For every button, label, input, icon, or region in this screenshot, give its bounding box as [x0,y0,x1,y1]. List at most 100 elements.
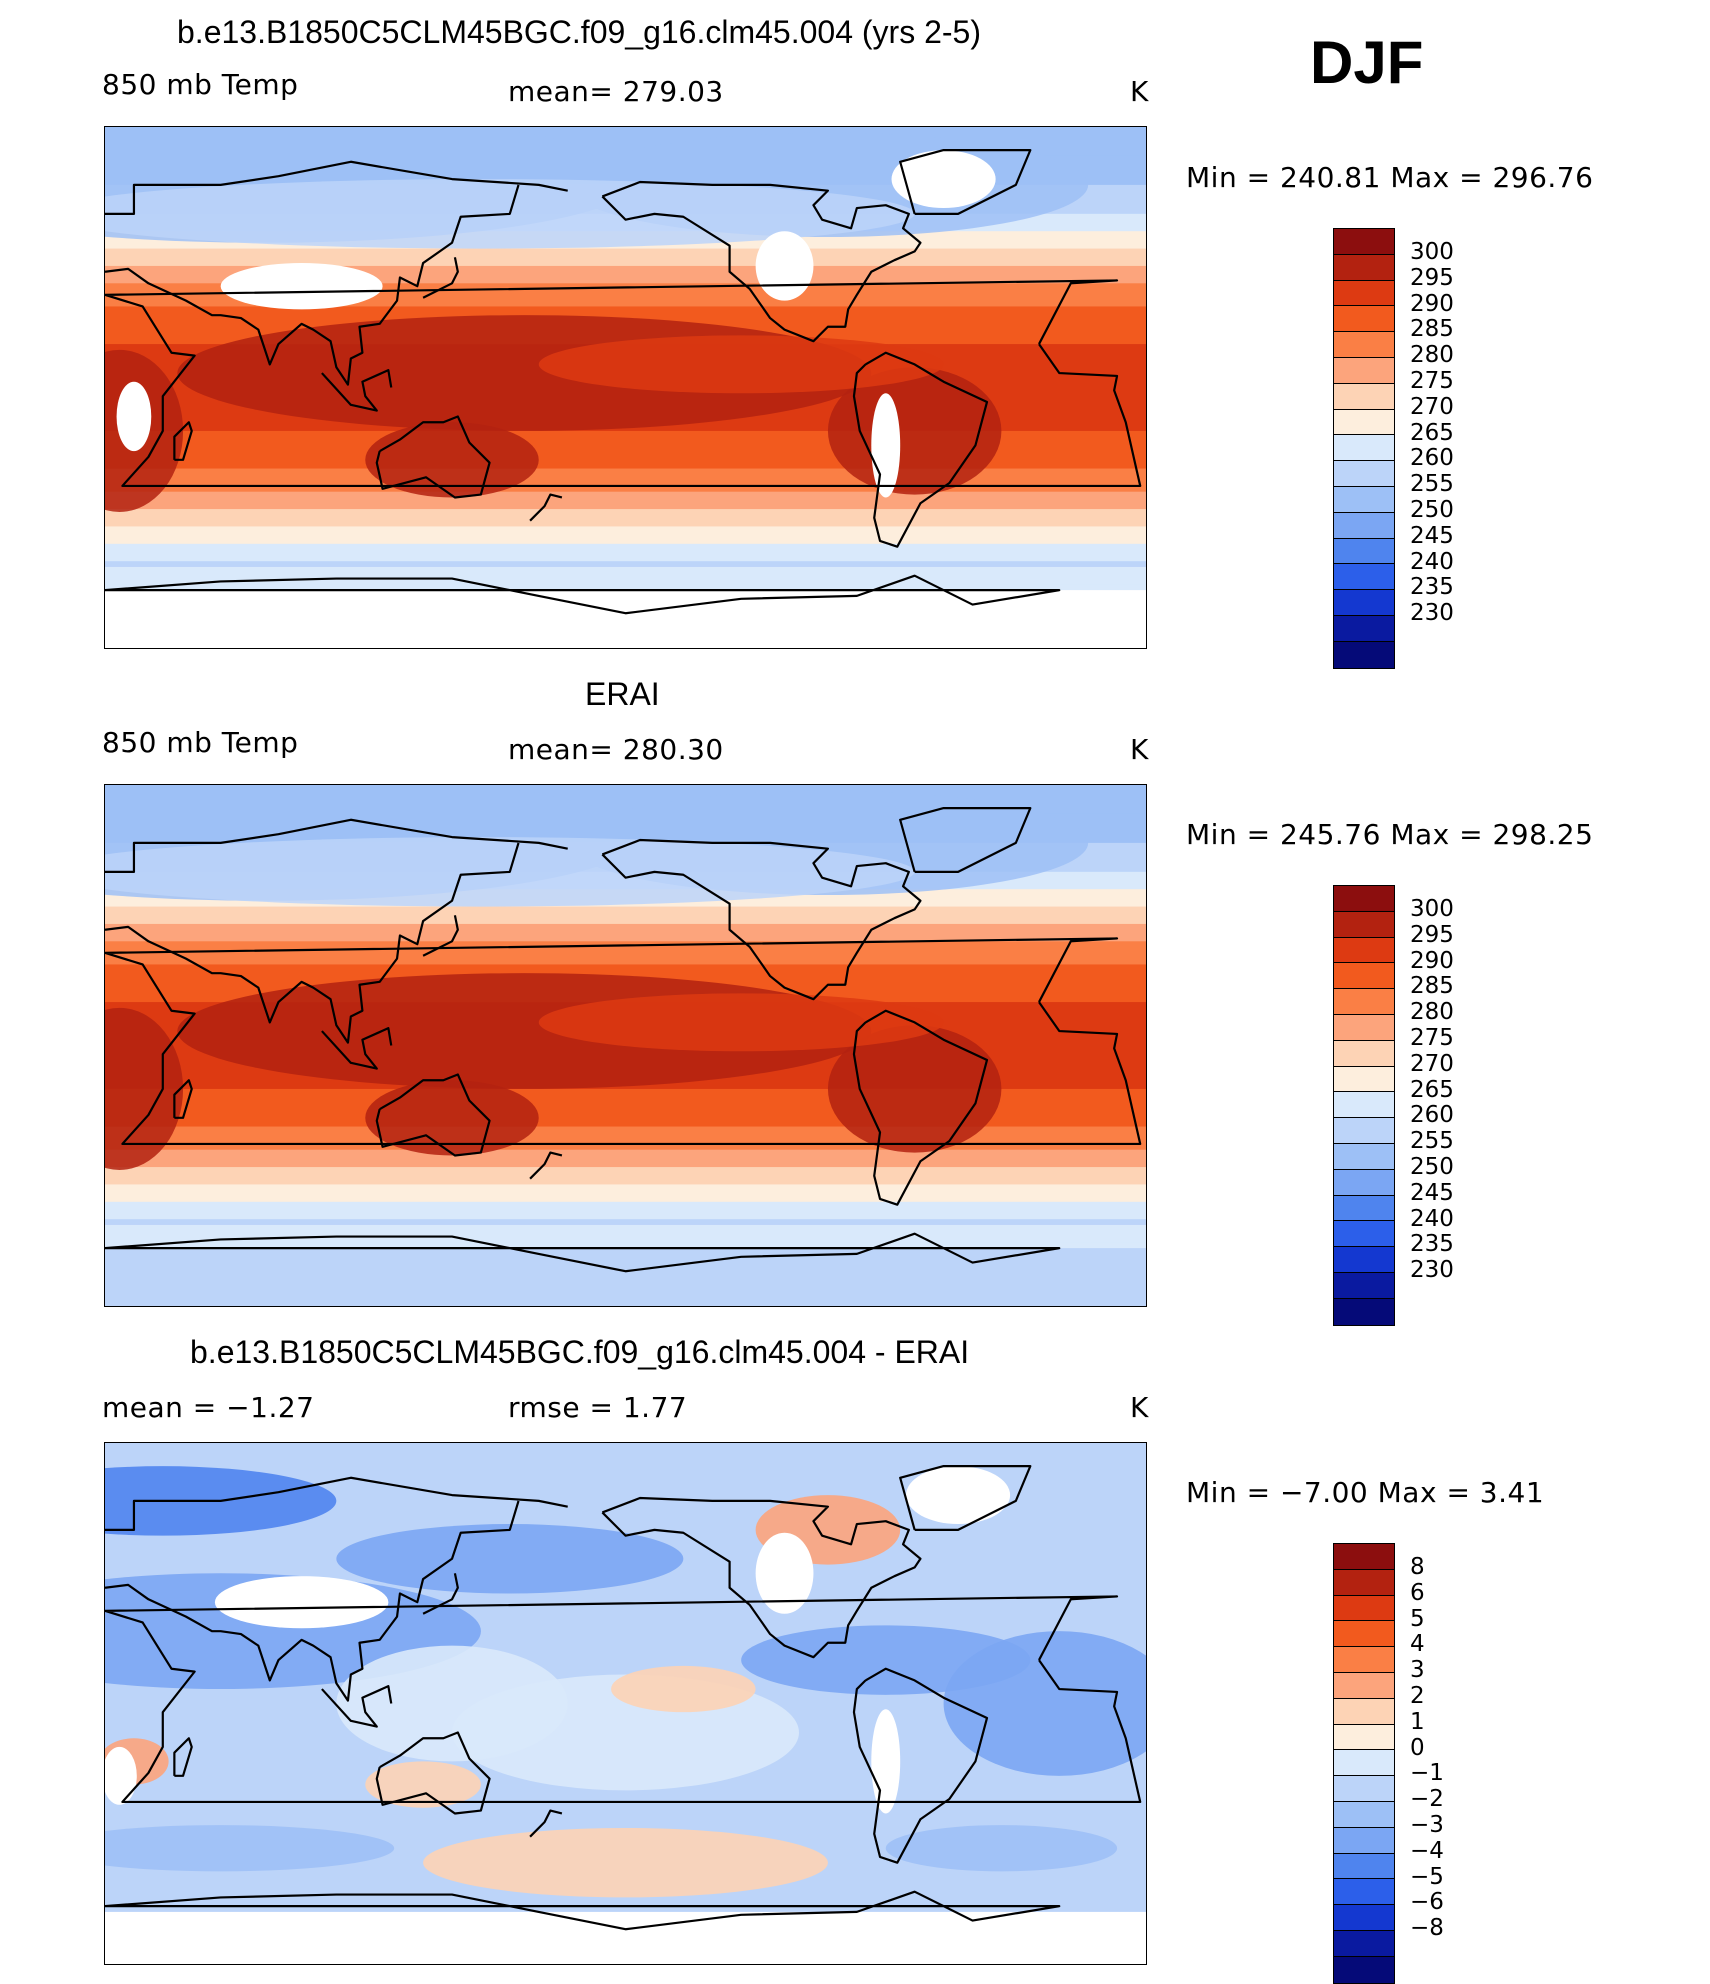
panel3-units-label: K [1130,1391,1149,1424]
colorbar-swatch [1334,1853,1394,1880]
colorbar-swatch [1334,1827,1394,1854]
colorbar-swatch [1334,1956,1394,1983]
colorbar-swatch [1334,435,1394,462]
colorbar-swatch [1334,1569,1394,1596]
colorbar-tick-label: 245 [1410,522,1454,549]
colorbar-swatch [1334,461,1394,487]
colorbar-tick-label: 275 [1410,1025,1454,1051]
colorbar-swatch [1334,1014,1394,1041]
coastline [852,351,989,548]
coastline [899,1465,1032,1531]
colorbar-swatch [1334,1621,1394,1648]
panel2-mean-label: mean= 280.30 [508,733,724,766]
coastline [375,415,491,499]
colorbar-tick-label: 265 [1410,419,1454,446]
colorbar-swatch [1334,1143,1394,1170]
colorbar-tick-label: 300 [1410,239,1454,265]
colorbar-tick-label: 230 [1410,1257,1454,1284]
coastline [852,1009,989,1206]
colorbar-tick-label: −1 [1410,1760,1444,1787]
colorbar-tick-label: 245 [1410,1179,1454,1206]
colorbar-swatch [1334,989,1394,1015]
colorbar-swatch [1334,1801,1394,1828]
coastline [105,1500,520,1702]
colorbar-swatch [1334,963,1394,990]
colorbar-tick-label: 235 [1410,574,1454,601]
coastline [375,1073,491,1157]
colorbar-tick-label: −8 [1410,1915,1444,1942]
colorbar-tick-label: 300 [1410,896,1454,922]
colorbar-swatch [1334,1879,1394,1906]
colorbar-tick-label: −6 [1410,1889,1444,1916]
coastline [105,842,520,1044]
coastline [321,1027,393,1070]
coastline [105,1232,1061,1273]
colorbar-tick-label: 2 [1410,1683,1425,1709]
season-label: DJF [1310,29,1424,96]
coastline [173,1079,193,1119]
colorbar-swatch [1334,911,1394,938]
colorbar-tick-label: 240 [1410,548,1454,575]
colorbar-tick-label: 295 [1410,264,1454,291]
colorbar-tick-label: 1 [1410,1708,1425,1735]
colorbar-swatch [1334,1092,1394,1119]
coastline [529,1809,563,1838]
colorbar-swatch [1334,254,1394,281]
panel2-variable-label: 850 mb Temp [102,726,299,759]
colorbar-swatch [1334,641,1394,668]
coastline [422,915,459,957]
coastline [899,149,1032,215]
colorbar-tick-label: 255 [1410,1128,1454,1155]
coastline [422,257,459,299]
colorbar-swatch [1334,383,1394,410]
colorbar-tick-label: 4 [1410,1631,1425,1658]
colorbar-swatch [1334,1169,1394,1196]
colorbar-swatch [1334,590,1394,616]
panel1-units-label: K [1130,75,1149,108]
coastline [321,1685,393,1728]
coastline [899,807,1032,873]
colorbar-tick-label: 255 [1410,471,1454,498]
colorbar-swatch [1334,229,1394,255]
colorbar-tick-label: 295 [1410,921,1454,948]
colorbar-swatch [1334,1776,1394,1802]
colorbar-swatch [1334,1698,1394,1725]
coastline [601,180,922,343]
coastline [529,493,563,522]
panel2-units-label: K [1130,733,1149,766]
colorbar-tick-label: 8 [1410,1554,1425,1580]
colorbar-swatch [1334,1672,1394,1699]
colorbar-tick-label: 6 [1410,1579,1425,1606]
colorbar-tick-label: 230 [1410,600,1454,627]
panel2-title: ERAI [585,676,660,712]
colorbar-swatch [1334,409,1394,436]
panel2-colorbar [1333,885,1395,1326]
coastline [105,184,520,386]
colorbar-swatch [1334,1066,1394,1093]
colorbar-swatch [1334,1544,1394,1570]
panel3-colorbar [1333,1543,1395,1984]
coastline [173,421,193,461]
colorbar-tick-label: −4 [1410,1837,1444,1864]
coastline [422,1573,459,1615]
panel3-title: b.e13.B1850C5CLM45BGC.f09_g16.clm45.004 … [190,1334,970,1370]
coastline [529,1151,563,1180]
colorbar-swatch [1334,332,1394,358]
colorbar-swatch [1334,1195,1394,1222]
colorbar-swatch [1334,1647,1394,1673]
colorbar-tick-label: 5 [1410,1605,1425,1632]
panel3-minmax-label: Min = −7.00 Max = 3.41 [1186,1476,1545,1509]
colorbar-tick-label: 270 [1410,393,1454,420]
panel1-mean-label: mean= 279.03 [508,75,724,108]
panel2-erai-map [104,784,1147,1307]
colorbar-tick-label: 290 [1410,947,1454,974]
coastline [105,937,1142,1146]
colorbar-swatch [1334,486,1394,513]
colorbar-swatch [1334,1595,1394,1622]
colorbar-swatch [1334,1905,1394,1931]
colorbar-swatch [1334,1724,1394,1751]
panel3-mean-label: mean = −1.27 [102,1391,315,1424]
coastline [105,1890,1061,1931]
colorbar-tick-label: 260 [1410,1102,1454,1129]
colorbar-tick-label: 250 [1410,497,1454,523]
